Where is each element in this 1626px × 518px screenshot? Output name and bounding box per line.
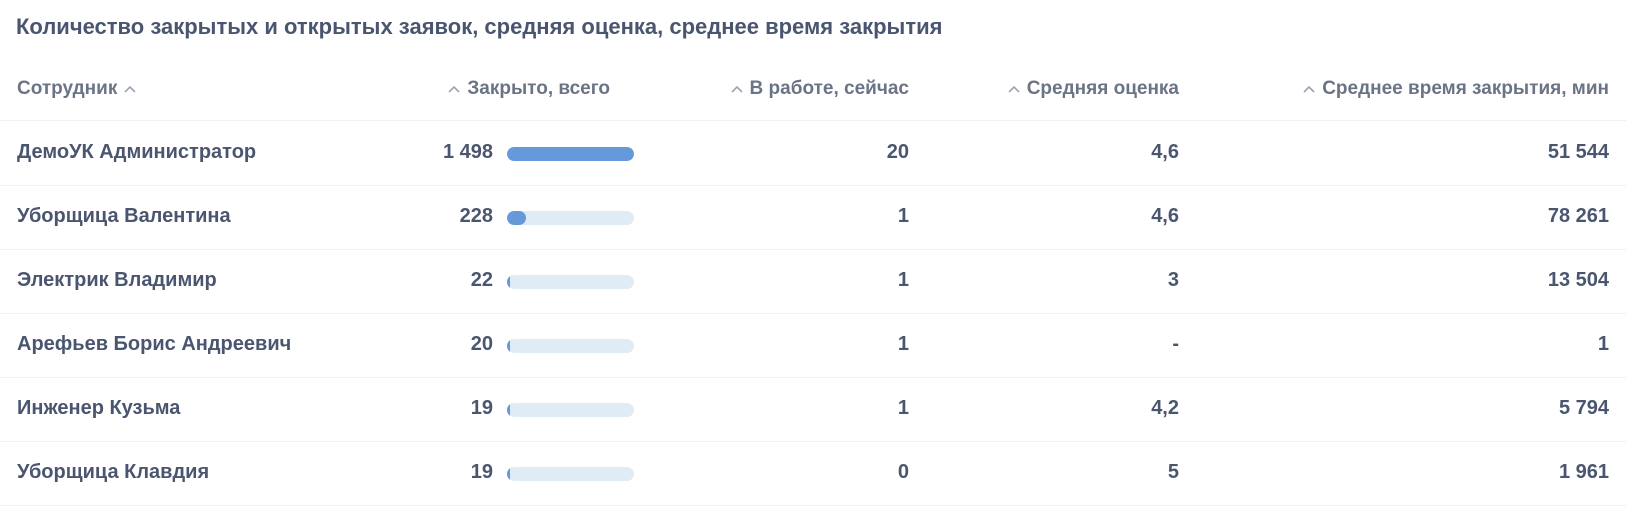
column-header-closed-total[interactable]: Закрыто, всего bbox=[441, 78, 610, 100]
table-row: Уборщица Клавдия 19 0 5 1 961 bbox=[0, 442, 1626, 506]
in-work-count: 1 bbox=[897, 333, 909, 355]
closed-progress-bar bbox=[507, 211, 634, 225]
closed-total: 22 bbox=[470, 269, 493, 291]
column-header-closed-total-label: Закрыто, всего bbox=[467, 78, 610, 99]
column-header-employee-label: Сотрудник bbox=[17, 78, 118, 99]
closed-total: 20 bbox=[470, 333, 493, 355]
column-header-avg-close-time-label: Среднее время закрытия, мин bbox=[1322, 78, 1609, 99]
table-row: Арефьев Борис Андреевич 20 1 - 1 bbox=[0, 314, 1626, 378]
closed-progress-fill bbox=[507, 467, 510, 481]
column-header-avg-rating-label: Средняя оценка bbox=[1026, 78, 1179, 99]
table-header: Сотрудник Закрыто, всего В работе, сейча… bbox=[0, 58, 1626, 121]
closed-progress-fill bbox=[507, 211, 526, 225]
report-title: Количество закрытых и открытых заявок, с… bbox=[16, 14, 943, 39]
column-header-avg-close-time[interactable]: Среднее время закрытия, мин bbox=[1296, 78, 1609, 100]
in-work-count: 1 bbox=[897, 397, 909, 419]
employee-name: ДемоУК Администратор bbox=[17, 141, 257, 163]
avg-rating: 4,6 bbox=[1151, 205, 1179, 227]
closed-total: 228 bbox=[459, 205, 493, 227]
closed-progress-bar bbox=[507, 147, 634, 161]
avg-rating: 4,2 bbox=[1151, 397, 1179, 419]
employee-name: Уборщица Валентина bbox=[17, 205, 231, 227]
employee-name: Электрик Владимир bbox=[17, 269, 217, 291]
avg-rating: 4,6 bbox=[1151, 141, 1179, 163]
closed-progress-bar bbox=[507, 339, 634, 353]
closed-progress-fill bbox=[507, 339, 510, 353]
chevron-up-icon[interactable] bbox=[730, 82, 744, 96]
closed-progress-bar bbox=[507, 467, 634, 481]
column-header-avg-rating[interactable]: Средняя оценка bbox=[1001, 78, 1179, 100]
column-header-employee[interactable]: Сотрудник bbox=[17, 78, 143, 100]
closed-total: 19 bbox=[470, 397, 493, 419]
closed-progress-bar bbox=[507, 403, 634, 417]
table-row: ДемоУК Администратор 1 498 20 4,6 51 544 bbox=[0, 122, 1626, 186]
table-row: Электрик Владимир 22 1 3 13 504 bbox=[0, 250, 1626, 314]
in-work-count: 0 bbox=[897, 461, 909, 483]
closed-total: 19 bbox=[470, 461, 493, 483]
chevron-up-icon[interactable] bbox=[1302, 82, 1316, 96]
employee-name: Уборщица Клавдия bbox=[17, 461, 210, 483]
avg-close-time: 78 261 bbox=[1547, 205, 1609, 227]
chevron-up-icon[interactable] bbox=[1007, 82, 1021, 96]
closed-progress-fill bbox=[507, 403, 510, 417]
column-header-in-work-label: В работе, сейчас bbox=[749, 78, 909, 99]
avg-close-time: 13 504 bbox=[1547, 269, 1609, 291]
closed-total: 1 498 bbox=[442, 141, 493, 163]
in-work-count: 1 bbox=[897, 269, 909, 291]
closed-progress-bar bbox=[507, 275, 634, 289]
table-row: Инженер Кузьма 19 1 4,2 5 794 bbox=[0, 378, 1626, 442]
employee-name: Арефьев Борис Андреевич bbox=[17, 333, 292, 355]
avg-rating: 3 bbox=[1167, 269, 1179, 291]
employee-name: Инженер Кузьма bbox=[17, 397, 181, 419]
avg-rating: 5 bbox=[1167, 461, 1179, 483]
closed-progress-fill bbox=[507, 147, 634, 161]
in-work-count: 1 bbox=[897, 205, 909, 227]
column-header-in-work[interactable]: В работе, сейчас bbox=[724, 78, 909, 100]
avg-close-time: 1 961 bbox=[1558, 461, 1609, 483]
closed-progress-fill bbox=[507, 275, 510, 289]
avg-close-time: 51 544 bbox=[1547, 141, 1609, 163]
in-work-count: 20 bbox=[886, 141, 909, 163]
chevron-up-icon[interactable] bbox=[123, 82, 137, 96]
avg-close-time: 1 bbox=[1597, 333, 1609, 355]
chevron-up-icon[interactable] bbox=[447, 82, 461, 96]
avg-close-time: 5 794 bbox=[1558, 397, 1609, 419]
table-row: Уборщица Валентина 228 1 4,6 78 261 bbox=[0, 186, 1626, 250]
avg-rating: - bbox=[1172, 333, 1179, 355]
